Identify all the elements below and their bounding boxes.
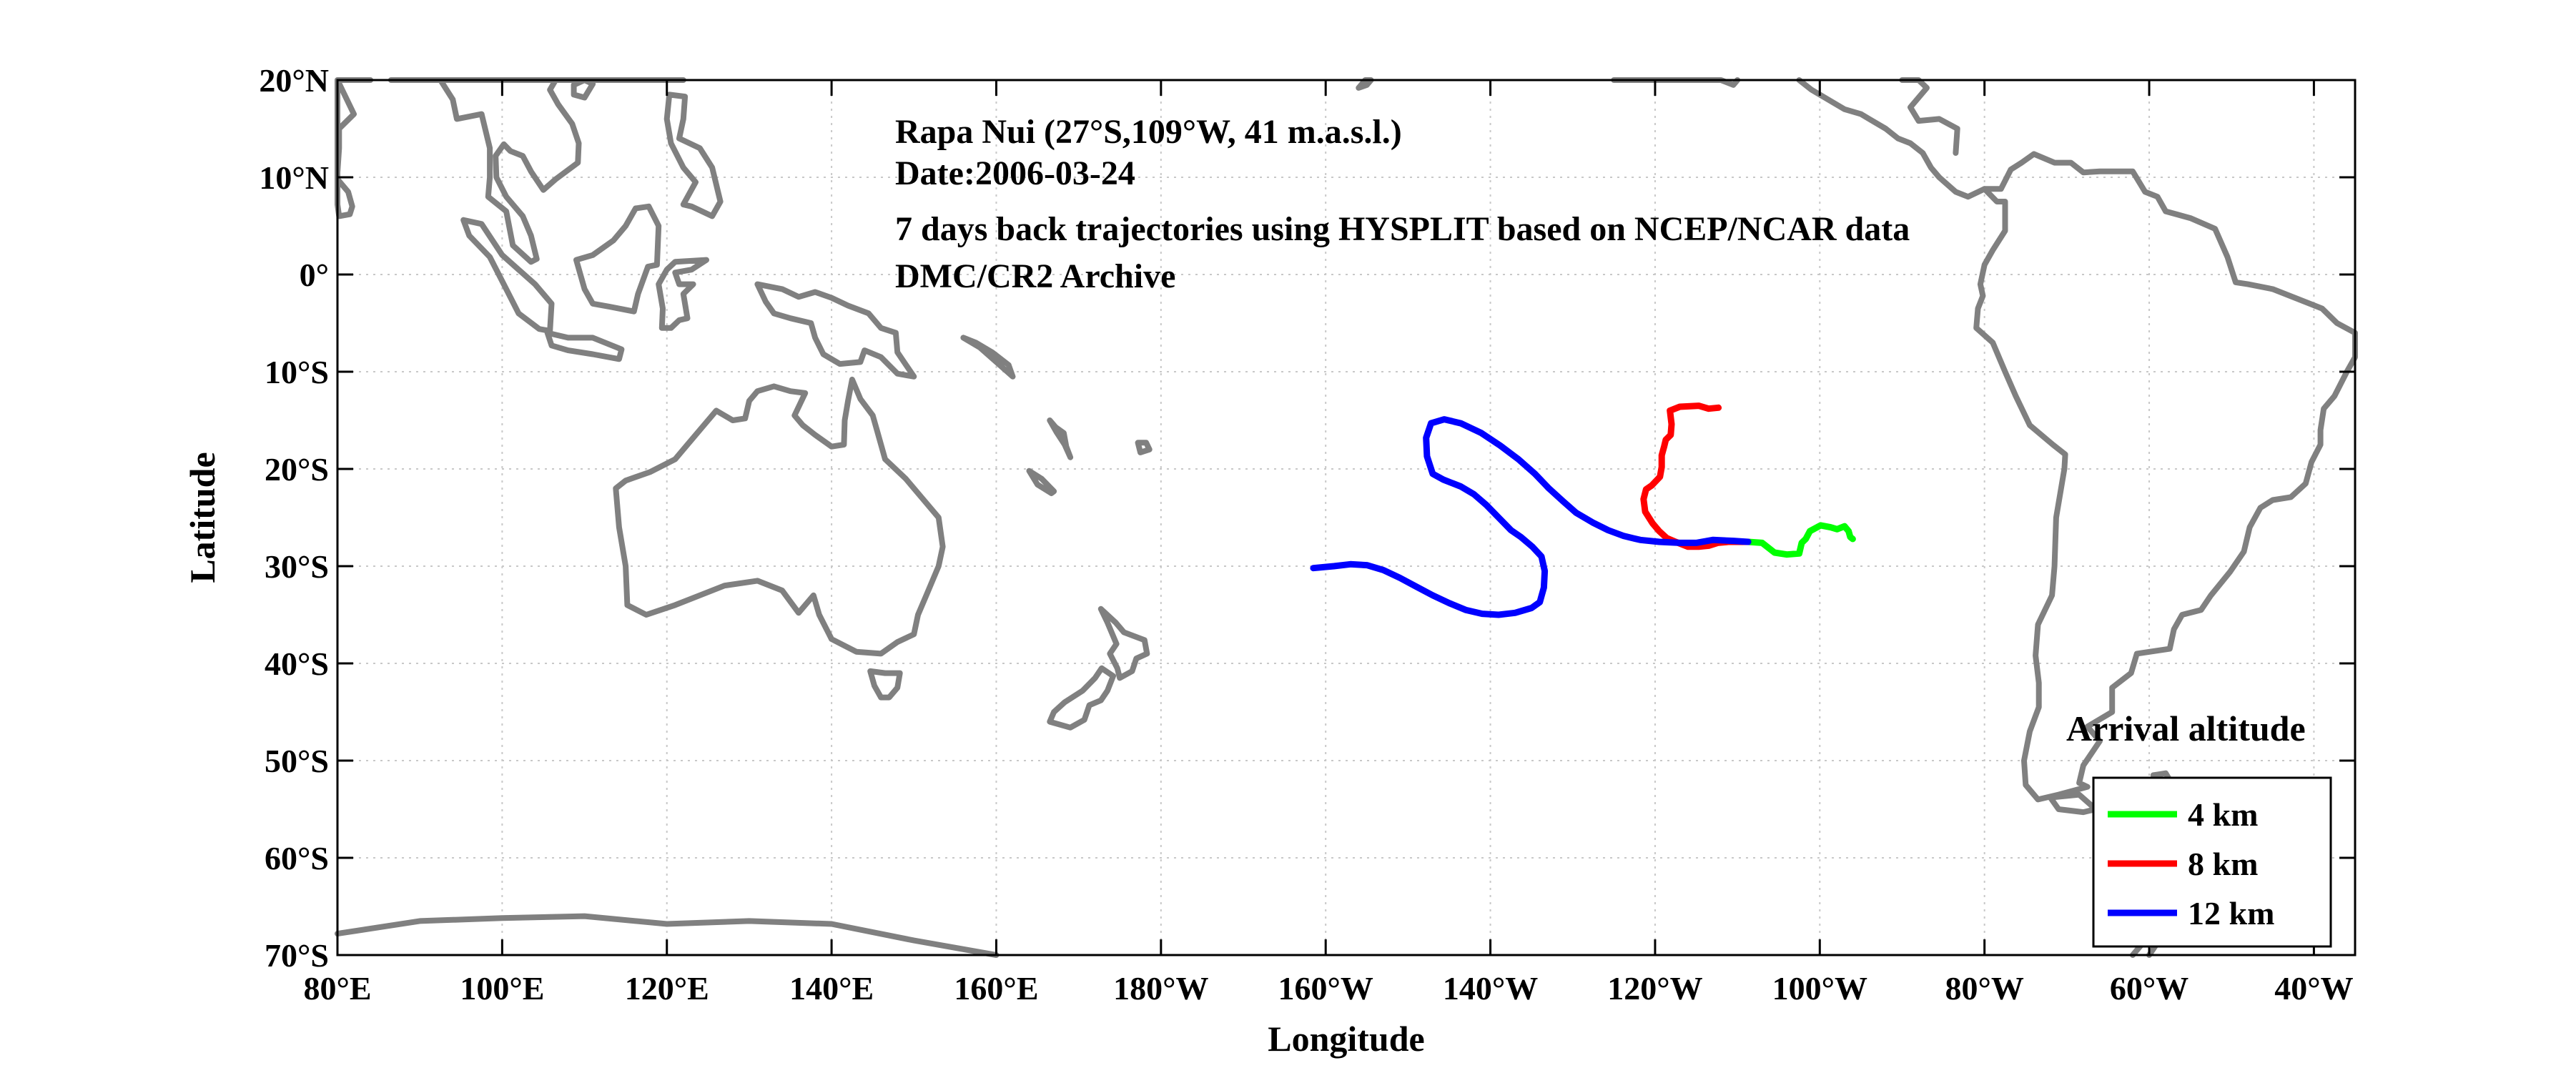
plot-area xyxy=(335,77,2358,958)
coastline-fiji xyxy=(1135,440,1153,455)
legend-label-12-km: 12 km xyxy=(2188,895,2274,931)
y-tick-labels: 20°N 10°N 0° 10°S 20°S 30°S 40°S 50°S 60°S 70°S xyxy=(259,62,329,974)
x-tick-label: 160°E xyxy=(954,970,1038,1007)
trajectory-4-km xyxy=(1745,522,1856,558)
y-tick-label: 60°S xyxy=(265,840,329,876)
y-tick-label: 70°S xyxy=(265,937,329,974)
y-tick-label: 0° xyxy=(300,257,329,293)
annotation-date: Date:2006-03-24 xyxy=(895,154,1135,192)
trajectory-12-km xyxy=(1310,416,1752,618)
annotation-archive: DMC/CR2 Archive xyxy=(895,257,1175,295)
coastline-antarctica xyxy=(335,913,1000,958)
x-tick-label: 80°W xyxy=(1945,970,2023,1007)
y-tick-label: 10°S xyxy=(265,354,329,390)
legend-entries: 4 km 8 km 12 km xyxy=(2108,796,2274,931)
coastline-new-zealand-south xyxy=(1047,665,1116,731)
x-tick-label: 140°W xyxy=(1443,970,1538,1007)
legend-label-4-km: 4 km xyxy=(2188,796,2258,833)
coastline-new-caledonia xyxy=(1026,468,1057,496)
x-tick-labels: 80°E 100°E 120°E 140°E 160°E 180°W 160°W 140°W 1… xyxy=(303,970,2353,1007)
annotation-block: Rapa Nui (27°S,109°W, 41 m.a.s.l.) Date:… xyxy=(895,113,1910,295)
y-tick-label: 20°S xyxy=(265,451,329,488)
x-tick-label: 120°W xyxy=(1607,970,1702,1007)
x-tick-label: 40°W xyxy=(2274,970,2353,1007)
x-tick-label: 140°E xyxy=(789,970,874,1007)
legend-title: Arrival altitude xyxy=(2066,708,2306,748)
y-axis-title: Latitude xyxy=(182,452,222,583)
y-tick-label: 40°S xyxy=(265,646,329,682)
coastline-borneo xyxy=(573,203,662,315)
x-axis-title: Longitude xyxy=(1268,1019,1425,1059)
y-tick-label: 50°S xyxy=(265,743,329,779)
coastline-philippines xyxy=(663,92,724,219)
x-tick-label: 80°E xyxy=(303,970,371,1007)
y-tick-label: 10°N xyxy=(259,159,329,196)
coastline-central-america xyxy=(1796,77,1988,200)
coastline-sulawesi xyxy=(656,257,709,331)
x-tick-label: 160°W xyxy=(1278,970,1373,1007)
coastline-north-america-east xyxy=(1899,77,1960,156)
coastline-south-america xyxy=(1973,151,2358,803)
y-tick-label: 30°S xyxy=(265,548,329,585)
axis-ticks xyxy=(336,79,2355,956)
trajectory-8-km xyxy=(1640,402,1752,550)
annotation-location: Rapa Nui (27°S,109°W, 41 m.a.s.l.) xyxy=(895,113,1402,151)
coastline-solomons xyxy=(960,335,1016,380)
trajectories xyxy=(1310,402,1856,618)
legend: Arrival altitude 4 km 8 km 12 km xyxy=(2066,708,2332,948)
coastline-vanuatu xyxy=(1047,417,1074,460)
annotation-method: 7 days back trajectories using HYSPLIT b… xyxy=(895,210,1910,248)
legend-label-8-km: 8 km xyxy=(2188,846,2258,882)
coastline-new-guinea xyxy=(754,281,917,380)
coastline-new-zealand-north xyxy=(1097,605,1150,681)
x-tick-label: 60°W xyxy=(2110,970,2188,1007)
y-tick-label: 20°N xyxy=(259,62,329,99)
x-tick-label: 100°W xyxy=(1772,970,1867,1007)
plot-frame xyxy=(336,79,2357,956)
x-tick-label: 120°E xyxy=(625,970,709,1007)
coastline-tasmania xyxy=(867,668,903,701)
plot-background xyxy=(337,80,2355,955)
x-tick-label: 180°W xyxy=(1113,970,1208,1007)
x-tick-label: 100°E xyxy=(460,970,544,1007)
coastline-australia xyxy=(613,376,946,657)
coastline-java xyxy=(544,330,625,362)
